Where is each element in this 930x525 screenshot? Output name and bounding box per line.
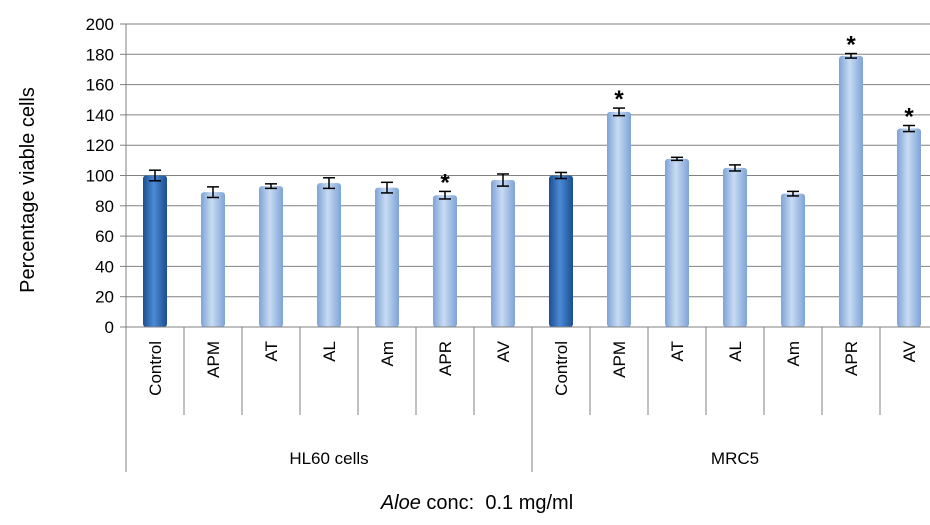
x-tick-labels: Control APM AT AL Am APR AV Control APM AT AL Am APR… <box>146 340 919 395</box>
y-tick-labels: 0 20 40 60 80 100 120 140 160 180 200 <box>86 15 114 337</box>
y-tick-label: 180 <box>86 45 114 64</box>
x-axis-title-italic: Aloe <box>380 492 421 514</box>
group-label: HL60 cells <box>289 449 368 468</box>
bar <box>723 167 747 327</box>
bars: * * * * <box>143 32 921 328</box>
significance-marker: * <box>440 169 450 196</box>
x-tick-label: AL <box>320 341 339 362</box>
x-axis-title-rest: conc: 0.1 mg/ml <box>421 492 573 514</box>
significance-marker: * <box>846 32 856 59</box>
bar <box>665 158 689 327</box>
axes <box>125 24 930 472</box>
bar <box>143 175 167 327</box>
gridlines <box>120 23 930 328</box>
group-label: MRC5 <box>711 449 759 468</box>
bar <box>781 193 805 327</box>
bar <box>839 55 863 327</box>
bar <box>607 111 631 328</box>
significance-marker: * <box>614 86 624 113</box>
x-tick-label: Control <box>552 341 571 396</box>
x-tick-label: AL <box>726 341 745 362</box>
x-tick-label: APM <box>610 341 629 378</box>
significance-marker: * <box>904 104 914 131</box>
bar <box>201 192 225 327</box>
x-tick-label: AT <box>668 341 687 361</box>
bar <box>375 187 399 327</box>
x-tick-label: AV <box>494 340 513 362</box>
y-tick-label: 140 <box>86 106 114 125</box>
y-tick-label: 20 <box>95 288 114 307</box>
y-tick-label: 120 <box>86 136 114 155</box>
group-labels: HL60 cells MRC5 <box>289 449 759 468</box>
y-tick-label: 60 <box>95 227 114 246</box>
x-tick-label: APR <box>842 341 861 376</box>
x-axis-title: Aloe conc: 0.1 mg/ml <box>380 492 573 514</box>
bar <box>549 175 573 327</box>
x-tick-label: Control <box>146 341 165 396</box>
x-tick-label: AV <box>900 340 919 362</box>
bar <box>317 183 341 327</box>
y-tick-label: 100 <box>86 167 114 186</box>
x-tick-label: APR <box>436 341 455 376</box>
y-tick-label: 40 <box>95 257 114 276</box>
x-tick-label: Am <box>378 341 397 367</box>
x-tick-label: APM <box>204 341 223 378</box>
bar <box>433 195 457 327</box>
x-tick-label: Am <box>784 341 803 367</box>
x-tick-label: AT <box>262 341 281 361</box>
y-axis-title: Percentage viable cells <box>17 87 39 293</box>
y-tick-label: 160 <box>86 76 114 95</box>
bar <box>491 180 515 327</box>
bar <box>259 186 283 327</box>
y-tick-label: 80 <box>95 197 114 216</box>
bar <box>897 128 921 327</box>
y-tick-label: 0 <box>105 318 114 337</box>
y-tick-label: 200 <box>86 15 114 34</box>
